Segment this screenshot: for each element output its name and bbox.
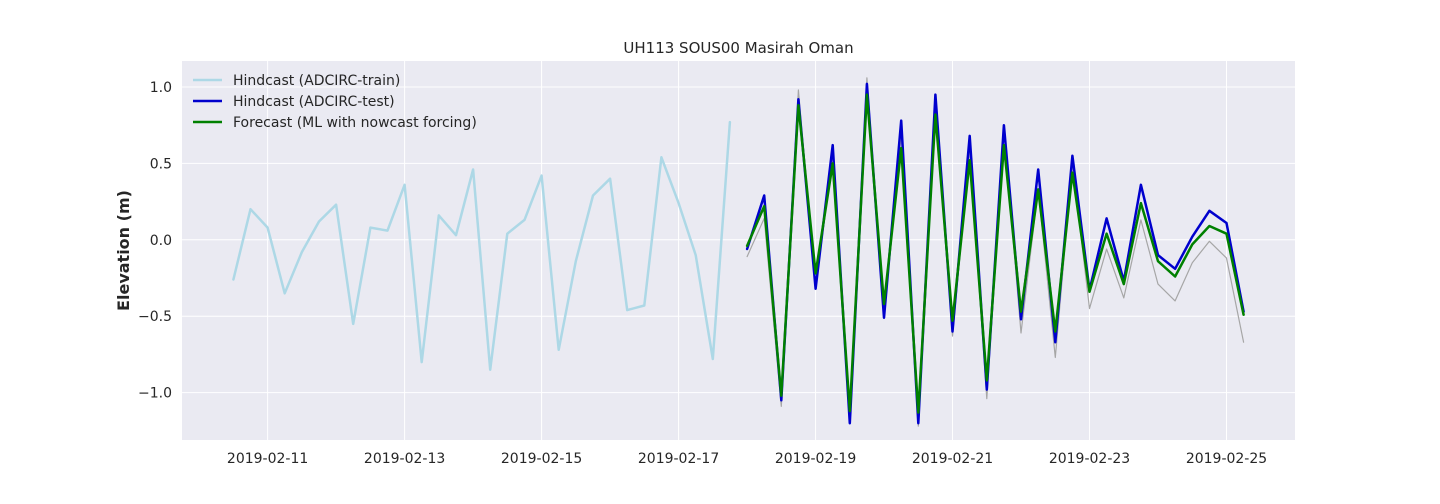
y-tick-label: −1.0	[138, 386, 172, 402]
y-tick-label: 0.0	[150, 233, 172, 249]
x-tick-label: 2019-02-23	[1049, 451, 1130, 467]
x-tick-label: 2019-02-25	[1186, 451, 1267, 467]
x-tick-label: 2019-02-19	[775, 451, 856, 467]
legend-label: Hindcast (ADCIRC-test)	[233, 94, 395, 110]
x-tick-label: 2019-02-11	[227, 451, 308, 467]
y-axis-label: Elevation (m)	[114, 190, 133, 311]
y-tick-label: 1.0	[150, 80, 172, 96]
series-lines	[232, 77, 1245, 427]
x-tick-label: 2019-02-13	[364, 451, 445, 467]
series-line-3	[745, 93, 1245, 414]
y-tick-label: −0.5	[138, 309, 172, 325]
x-tick-label: 2019-02-21	[912, 451, 993, 467]
tick-labels: 1.0 0.5 0.0 −0.5 −1.0 2019-02-11 2019-02-13 201…	[138, 80, 1267, 467]
legend-label: Forecast (ML with nowcast forcing)	[233, 115, 477, 131]
legend-label: Hindcast (ADCIRC-train)	[233, 73, 400, 89]
x-tick-label: 2019-02-17	[638, 451, 719, 467]
y-tick-label: 0.5	[150, 156, 172, 172]
legend: Hindcast (ADCIRC-train) Hindcast (ADCIRC-…	[193, 73, 477, 131]
chart-title: UH113 SOUS00 Masirah Oman	[623, 39, 853, 57]
x-tick-label: 2019-02-15	[501, 451, 582, 467]
series-line-0	[232, 120, 732, 371]
